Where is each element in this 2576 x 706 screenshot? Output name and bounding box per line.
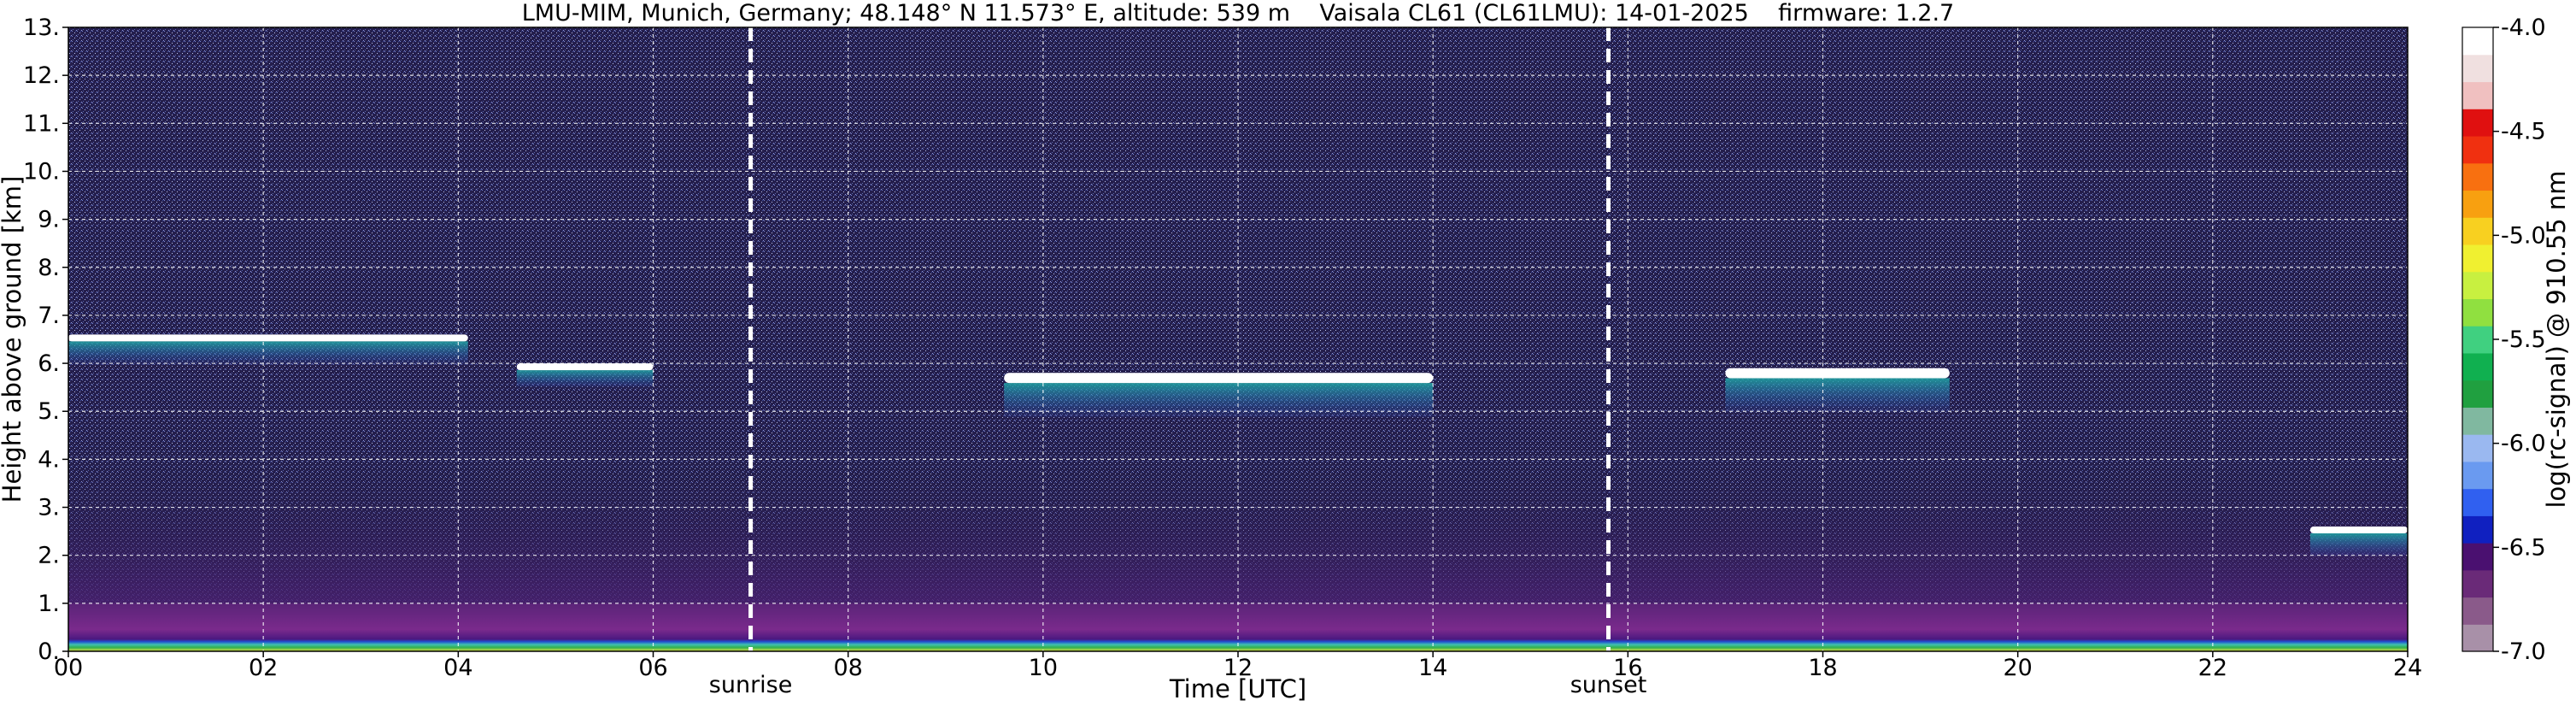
cloud-fallstreak <box>1004 383 1434 418</box>
y-tick-label: 5. <box>38 398 60 425</box>
cloud-layer-4 <box>2309 527 2408 556</box>
colorbar-segment <box>2462 624 2493 652</box>
y-tick-label: 4. <box>38 446 60 473</box>
cloud-fallstreak <box>68 341 468 365</box>
y-tick-label: 6. <box>38 350 60 377</box>
colorbar-ticks: -4.0 -4.5 -5.0 -5.5 -6.0 -6.5 -7.0 <box>2493 15 2546 665</box>
colorbar-segment <box>2462 461 2493 490</box>
x-tick-label: 12 <box>1223 655 1253 681</box>
x-tick-label: 00 <box>54 655 83 681</box>
colorbar-segment <box>2462 515 2493 544</box>
x-tick-label: 04 <box>443 655 472 681</box>
y-tick-label: 11. <box>23 110 60 137</box>
x-tick-label: 08 <box>833 655 862 681</box>
colorbar-segment <box>2462 162 2493 191</box>
annotation-lines <box>748 27 1611 651</box>
colorbar-segment <box>2462 27 2493 56</box>
y-axis: 0. 1. 2. 3. 4. 5. 6. 7. 8. 9. 10. 11. 12. 13. <box>23 15 68 665</box>
y-axis-label: Height above ground [km] <box>0 176 26 503</box>
grid-lines <box>68 27 2408 651</box>
cloud-fallstreak <box>2309 533 2408 556</box>
colorbar-tick-label: -4.5 <box>2501 119 2546 145</box>
colorbar-segment <box>2462 434 2493 462</box>
colorbar <box>2462 26 2494 652</box>
colorbar-segment <box>2462 217 2493 245</box>
cloud-base <box>2309 527 2408 533</box>
colorbar-segment <box>2462 407 2493 435</box>
colorbar-segment <box>2462 190 2493 218</box>
cloud-base <box>68 334 468 342</box>
x-tick-label: 06 <box>638 655 667 681</box>
x-tick-label: 24 <box>2393 655 2422 681</box>
colorbar-segment <box>2462 326 2493 354</box>
colorbar-tick-label: -6.5 <box>2501 534 2546 561</box>
y-tick-label: 0. <box>38 638 60 665</box>
cloud-fallstreak <box>1725 378 1950 413</box>
x-tick-label: 02 <box>249 655 278 681</box>
colorbar-segment <box>2462 135 2493 164</box>
sunset-label: sunset <box>1570 672 1647 698</box>
cloud-layer-1 <box>516 363 654 388</box>
colorbar-segment <box>2462 543 2493 571</box>
y-tick-label: 13. <box>23 15 60 41</box>
cloud-base <box>516 363 654 371</box>
x-axis: 00 02 04 06 08 10 12 14 16 18 20 22 24 <box>54 651 2422 681</box>
y-tick-label: 10. <box>23 158 60 185</box>
colorbar-segment <box>2462 109 2493 137</box>
y-tick-label: 3. <box>38 495 60 521</box>
y-tick-label: 1. <box>38 591 60 617</box>
y-tick-label: 7. <box>38 303 60 329</box>
colorbar-segment <box>2462 298 2493 327</box>
y-tick-label: 12. <box>23 62 60 89</box>
colorbar-segment <box>2462 488 2493 516</box>
cloud-base <box>1004 373 1434 384</box>
colorbar-segment <box>2462 352 2493 381</box>
colorbar-label: log(rc-signal) @ 910.55 nm <box>2542 170 2571 508</box>
colorbar-segment <box>2462 244 2493 273</box>
colorbar-tick-label: -5.0 <box>2501 222 2546 249</box>
cloud-base <box>1725 368 1950 379</box>
colorbar-segment <box>2462 54 2493 83</box>
colorbar-segment <box>2462 81 2493 109</box>
cloud-fallstreak <box>516 370 654 388</box>
colorbar-tick-label: -6.0 <box>2501 431 2546 457</box>
x-tick-label: 10 <box>1029 655 1058 681</box>
aerosol-gradient <box>68 459 2408 603</box>
chart-title: LMU-MIM, Munich, Germany; 48.148° N 11.5… <box>522 0 1955 26</box>
x-tick-label: 22 <box>2198 655 2227 681</box>
y-tick-label: 2. <box>38 543 60 569</box>
cloud-features <box>68 334 2408 556</box>
x-tick-label: 20 <box>2003 655 2032 681</box>
colorbar-tick-label: -5.5 <box>2501 327 2546 353</box>
x-tick-label: 18 <box>1808 655 1837 681</box>
colorbar-tick-label: -4.0 <box>2501 15 2546 41</box>
annotation-labels: sunrise sunset <box>709 672 1647 698</box>
colorbar-tick-label: -7.0 <box>2501 638 2546 665</box>
colorbar-segment <box>2462 379 2493 408</box>
x-tick-label: 14 <box>1418 655 1447 681</box>
x-tick-label: 16 <box>1613 655 1642 681</box>
sunrise-label: sunrise <box>709 672 793 698</box>
y-tick-label: 8. <box>38 255 60 281</box>
colorbar-segment <box>2462 271 2493 299</box>
cloud-layer-0 <box>68 334 468 365</box>
colorbar-segment <box>2462 569 2493 598</box>
y-tick-label: 9. <box>38 207 60 233</box>
cloud-layer-3 <box>1725 368 1950 413</box>
colorbar-segment <box>2462 597 2493 625</box>
x-axis-label: Time [UTC] <box>1169 674 1306 703</box>
plot-area <box>68 27 2408 651</box>
